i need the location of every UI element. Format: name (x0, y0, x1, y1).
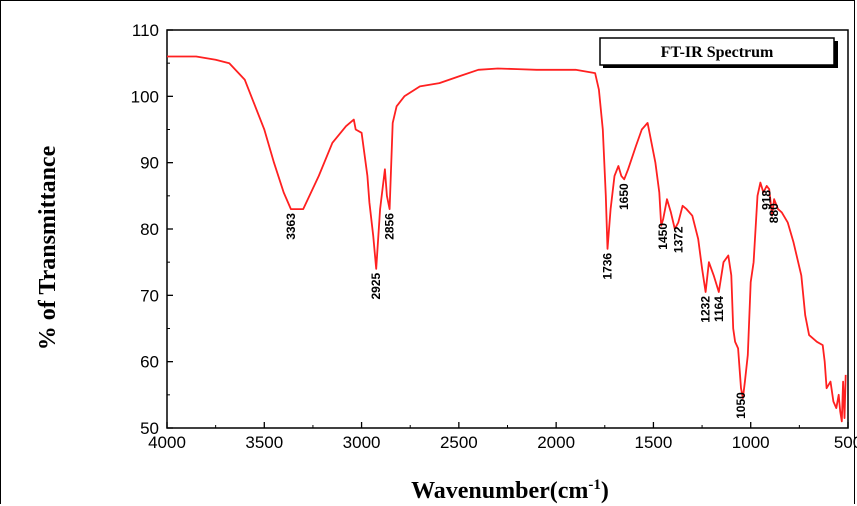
x-tick-label: 2500 (440, 433, 478, 452)
peak-label-1650: 1650 (617, 183, 631, 210)
peak-label-2856: 2856 (383, 213, 397, 240)
x-tick-label: 3500 (245, 433, 283, 452)
x-tick-labels: 4000 3500 3000 2500 2000 1500 1000 500 (148, 433, 857, 452)
spectrum-line (167, 55, 847, 423)
peak-label-1164: 1164 (712, 296, 726, 322)
y-tick-label: 110 (132, 21, 159, 40)
x-tick-label: 1000 (732, 433, 770, 452)
x-tick-label: 1500 (635, 433, 673, 452)
peak-label-1450: 1450 (656, 223, 670, 250)
y-axis-label: % of Transmittance (35, 145, 61, 350)
y-tick-label: 80 (140, 220, 159, 239)
y-tick-labels: 50 60 70 80 90 100 110 (131, 21, 159, 438)
x-axis-label: Wavenumber(cm-1) (411, 477, 609, 504)
peak-label-3363: 3363 (284, 213, 298, 240)
peak-label-1372: 1372 (671, 226, 685, 253)
y-tick-label: 60 (140, 353, 159, 372)
chart-title: FT-IR Spectrum (661, 44, 774, 61)
x-tick-label: 4000 (148, 433, 186, 452)
x-axis-label-main: Wavenumber(cm (411, 478, 588, 504)
peak-label-2925: 2925 (369, 272, 383, 299)
axis-ticks (166, 29, 849, 429)
y-tick-label: 100 (131, 87, 159, 106)
peak-label-1232: 1232 (699, 296, 713, 323)
peak-label-880: 880 (767, 203, 781, 223)
y-tick-label: 70 (140, 286, 159, 305)
x-tick-label: 2000 (537, 433, 575, 452)
x-tick-label: 500 (834, 433, 857, 452)
x-axis-label-sup: -1 (588, 477, 601, 493)
y-tick-label: 50 (140, 419, 159, 438)
peak-label-918: 918 (760, 190, 774, 210)
chart-title-box: FT-IR Spectrum (599, 37, 838, 68)
peak-label-1050: 1050 (734, 392, 748, 419)
x-axis-label-end: ) (601, 478, 609, 504)
x-tick-label: 3000 (343, 433, 381, 452)
peak-labels: 3363 2925 2856 1736 1650 1450 1372 1232 1164 1050… (284, 183, 781, 419)
peak-label-1736: 1736 (601, 253, 615, 280)
y-tick-label: 90 (140, 154, 159, 173)
